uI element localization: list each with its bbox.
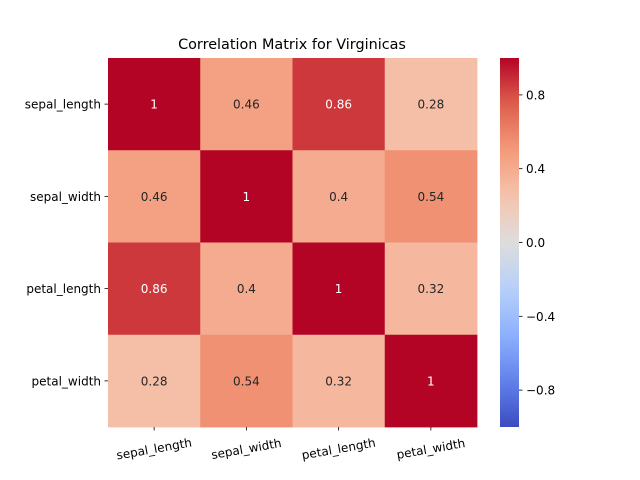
heatmap-cell — [108, 58, 201, 151]
heatmap-cell — [384, 150, 478, 243]
heatmap-cell — [292, 334, 386, 428]
cell-annotation: 0.86 — [325, 98, 352, 112]
y-tick-label: petal_length — [26, 282, 101, 296]
heatmap-cell — [200, 58, 293, 151]
heatmap-cell — [108, 334, 201, 428]
cell-annotation: 0.32 — [418, 282, 445, 296]
heatmap-cell — [292, 58, 386, 151]
y-tick-label: sepal_width — [30, 190, 101, 204]
cell-annotation: 0.28 — [418, 98, 445, 112]
heatmap-cell — [200, 334, 293, 428]
heatmap-cell — [384, 242, 478, 336]
colorbar: 0.8 0.4 0.0 −0.4 −0.8 — [500, 58, 555, 427]
chart-title: Correlation Matrix for Virginicas — [178, 37, 406, 53]
colorbar-gradient — [500, 58, 519, 427]
cell-annotation: 0.54 — [233, 374, 260, 388]
cell-annotation: 0.86 — [141, 282, 168, 296]
cell-annotation: 0.28 — [141, 374, 168, 388]
heatmap-cell — [200, 150, 293, 243]
colorbar-tick-label: 0.4 — [526, 162, 545, 176]
heatmap-cell — [384, 334, 478, 428]
heatmap-cell — [200, 242, 293, 336]
heatmap-cell — [292, 150, 386, 243]
cell-annotation: 1 — [335, 282, 343, 296]
cell-annotation: 0.4 — [329, 190, 348, 204]
y-tick-label: petal_width — [32, 374, 101, 388]
colorbar-tick-label: 0.0 — [526, 236, 545, 250]
cell-annotation: 1 — [150, 98, 158, 112]
heatmap-cell — [384, 58, 478, 151]
heatmap-annotations: 1 0.46 0.86 0.28 0.46 1 0.4 0.54 0.86 0.4 1 0.32 0.2… — [141, 98, 444, 389]
y-axis-ticks: sepal_length sepal_width petal_lengthpetal… — [25, 98, 108, 388]
colorbar-tick-label: 0.8 — [526, 88, 545, 102]
heatmap-cell — [108, 150, 201, 243]
cell-annotation: 0.54 — [418, 190, 445, 204]
cell-annotation: 0.4 — [237, 282, 256, 296]
cell-annotation: 0.46 — [141, 190, 168, 204]
heatmap-cells — [108, 58, 478, 428]
cell-annotation: 0.46 — [233, 98, 260, 112]
cell-annotation: 1 — [243, 190, 251, 204]
heatmap-cell — [292, 242, 386, 336]
colorbar-tick-label: −0.4 — [526, 310, 555, 324]
cell-annotation: 1 — [427, 374, 435, 388]
y-tick-label: sepal_length — [25, 98, 101, 112]
heatmap-cell — [108, 242, 201, 336]
cell-annotation: 0.32 — [325, 374, 352, 388]
colorbar-tick-label: −0.8 — [526, 384, 555, 398]
